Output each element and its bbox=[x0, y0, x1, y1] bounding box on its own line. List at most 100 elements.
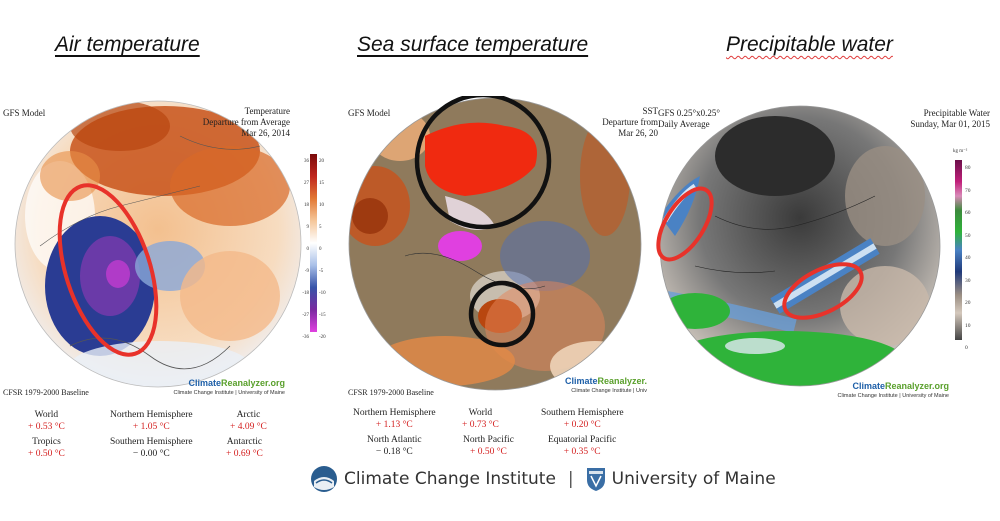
sst-stat-equatorial-pacific: Equatorial Pacific + 0.35 °C bbox=[548, 434, 616, 458]
footer-right-text: University of Maine bbox=[611, 469, 776, 489]
pw-model-line-2: Daily Average bbox=[658, 119, 710, 129]
pw-scale-tick-label: 40 bbox=[965, 255, 971, 261]
stat-value: + 4.09 °C bbox=[230, 422, 267, 432]
air-stat-world: World + 0.53 °C bbox=[28, 409, 65, 433]
sst-stat-north-atlantic: North Atlantic − 0.18 °C bbox=[367, 434, 422, 458]
stat-name: North Atlantic bbox=[367, 435, 422, 445]
pw-scale-tick-label: 60 bbox=[965, 210, 971, 216]
sst-model-label: GFS Model bbox=[348, 108, 391, 118]
air-scale-left-tick-label: 18 bbox=[304, 203, 309, 208]
stat-value: + 0.73 °C bbox=[462, 420, 499, 430]
air-title-line-1: Temperature bbox=[244, 106, 290, 116]
pw-title-line-1: Precipitable Water bbox=[923, 108, 990, 118]
sst-title: SST Departure from Mar 26, 20 bbox=[602, 106, 658, 139]
arctic-highlight-circle bbox=[414, 96, 552, 230]
stat-name: World bbox=[468, 408, 493, 418]
air-title-line-2: Departure from Average bbox=[202, 117, 290, 127]
pw-scale-tick-label: 80 bbox=[965, 165, 971, 171]
air-scale-right-tick-label: -20 bbox=[319, 335, 326, 340]
atmospheric-river-atlantic-ellipse bbox=[782, 262, 864, 320]
sst-globe bbox=[348, 96, 642, 391]
air-stat-arctic: Arctic + 4.09 °C bbox=[230, 409, 267, 433]
stat-name: Antarctic bbox=[226, 437, 263, 447]
pw-model-label: GFS 0.25°x0.25° Daily Average bbox=[658, 108, 720, 130]
stat-name: Southern Hemisphere bbox=[541, 408, 624, 418]
air-scale-right-tick-label: 10 bbox=[319, 203, 324, 208]
air-credit-sub: Climate Change Institute | University of… bbox=[173, 390, 285, 396]
air-scale-right-tick-label: 15 bbox=[319, 181, 324, 186]
stat-value: + 1.13 °C bbox=[375, 420, 413, 430]
air-stat-northern-hemisphere: Northern Hemisphere + 1.05 °C bbox=[110, 409, 193, 433]
air-stat-antarctic: Antarctic + 0.69 °C bbox=[226, 436, 263, 460]
pw-scale-tick-label: 50 bbox=[965, 232, 971, 239]
heading-sea-surface-temperature: Sea surface temperature bbox=[357, 33, 589, 56]
air-stat-southern-hemisphere: Southern Hemisphere − 0.00 °C bbox=[110, 436, 193, 460]
air-scale-left-tick-label: -36 bbox=[302, 335, 309, 340]
air-scale-right-tick-label: 0 bbox=[319, 247, 322, 252]
air-scale-left-tick-label: 0 bbox=[306, 247, 310, 252]
air-credit-a: Climate bbox=[188, 378, 221, 388]
stat-name: North Pacific bbox=[463, 435, 514, 445]
stat-value: + 0.50 °C bbox=[470, 447, 507, 457]
air-stat-tropics: Tropics + 0.50 °C bbox=[28, 436, 65, 460]
air-scale-right-tick-label: -5 bbox=[319, 269, 324, 274]
air-scale-right-tick-label: -10 bbox=[319, 291, 326, 296]
sst-credit-b: Reanalyzer. bbox=[597, 376, 647, 386]
stat-value: + 0.50 °C bbox=[28, 449, 65, 459]
sst-stat-northern-hemisphere: Northern Hemisphere + 1.13 °C bbox=[353, 407, 436, 431]
sst-credit-sub: Climate Change Institute | Univ bbox=[571, 388, 647, 394]
stat-name: Arctic bbox=[236, 410, 261, 420]
stat-name: Equatorial Pacific bbox=[548, 435, 617, 445]
sst-credit: ClimateReanalyzer. bbox=[565, 376, 647, 386]
pw-credit-sub: Climate Change Institute | University of… bbox=[837, 393, 949, 399]
pw-model-line-1: GFS 0.25°x0.25° bbox=[658, 108, 720, 118]
pw-credit-a: Climate bbox=[852, 381, 885, 391]
footer-logos: Climate Change Institute | University of… bbox=[310, 462, 776, 496]
university-of-maine-shield-icon bbox=[586, 468, 605, 491]
stat-name: World bbox=[34, 410, 59, 420]
air-scale-right-tick-label: -15 bbox=[319, 313, 326, 318]
sst-title-line-3: Mar 26, 20 bbox=[618, 128, 658, 138]
pw-scale-tick-label: 10 bbox=[965, 322, 971, 329]
footer-separator: | bbox=[567, 469, 574, 489]
pw-scale-tick-label: 0 bbox=[965, 345, 968, 351]
cold-anomaly-highlight-ellipse bbox=[57, 183, 159, 357]
pw-credit-b: Reanalyzer.org bbox=[884, 381, 949, 391]
precipitable-water-globe bbox=[656, 105, 941, 387]
air-baseline: CFSR 1979-2000 Baseline bbox=[3, 388, 89, 397]
stat-value: + 0.53 °C bbox=[28, 422, 65, 432]
air-scale-left-tick-label: -18 bbox=[302, 291, 309, 296]
pw-scale-tick-label: 70 bbox=[965, 187, 971, 194]
air-credit: ClimateReanalyzer.org bbox=[188, 378, 285, 388]
climate-change-institute-logo-icon bbox=[311, 466, 337, 492]
pw-credit: ClimateReanalyzer.org bbox=[852, 381, 949, 391]
air-scale-left-tick-label: 27 bbox=[304, 181, 309, 186]
air-scale-left-tick-label: -27 bbox=[302, 313, 309, 318]
pw-title-line-2: Sunday, Mar 01, 2015 bbox=[910, 119, 990, 129]
pw-color-scale: kg m⁻² 80 70 60 50 40 30 20 10 0 bbox=[953, 148, 993, 351]
heading-air-temperature: Air temperature bbox=[55, 33, 200, 56]
air-temperature-globe bbox=[14, 100, 302, 388]
stat-name: Tropics bbox=[32, 437, 61, 447]
sst-baseline: CFSR 1979-2000 Baseline bbox=[348, 388, 434, 397]
stat-value: − 0.18 °C bbox=[375, 447, 413, 457]
air-scale-right-tick-label: 20 bbox=[319, 159, 324, 164]
pw-title: Precipitable Water Sunday, Mar 01, 2015 bbox=[910, 108, 990, 130]
sst-credit-a: Climate bbox=[564, 376, 598, 386]
air-scale-left-tick-label: 9 bbox=[306, 225, 310, 230]
sea-surface-temperature-panel: GFS Model SST Departure from Mar 26, 20 … bbox=[345, 96, 675, 466]
sst-title-line-2: Departure from bbox=[602, 117, 658, 127]
air-title-line-3: Mar 26, 2014 bbox=[241, 128, 290, 138]
air-scale-right-tick-label: 5 bbox=[319, 225, 322, 230]
pw-scale-tick-label: 30 bbox=[965, 277, 971, 284]
air-model-label: GFS Model bbox=[3, 108, 46, 118]
stat-value: + 0.35 °C bbox=[563, 447, 601, 457]
air-scale-left-tick-label: -9 bbox=[304, 269, 309, 274]
heading-precipitable-water: Precipitable water bbox=[726, 33, 893, 56]
air-color-scale: 36 27 18 9 0 -9 -18 -27 -36 20 15 10 5 0 -5 -10 -15 -20 bbox=[302, 154, 328, 340]
stat-name: Southern Hemisphere bbox=[110, 437, 193, 447]
sst-stat-southern-hemisphere: Southern Hemisphere + 0.20 °C bbox=[541, 407, 624, 431]
gulf-highlight-circle bbox=[468, 280, 536, 348]
atmospheric-river-pacific-ellipse bbox=[656, 186, 714, 262]
pw-unit: kg m⁻² bbox=[953, 149, 968, 154]
